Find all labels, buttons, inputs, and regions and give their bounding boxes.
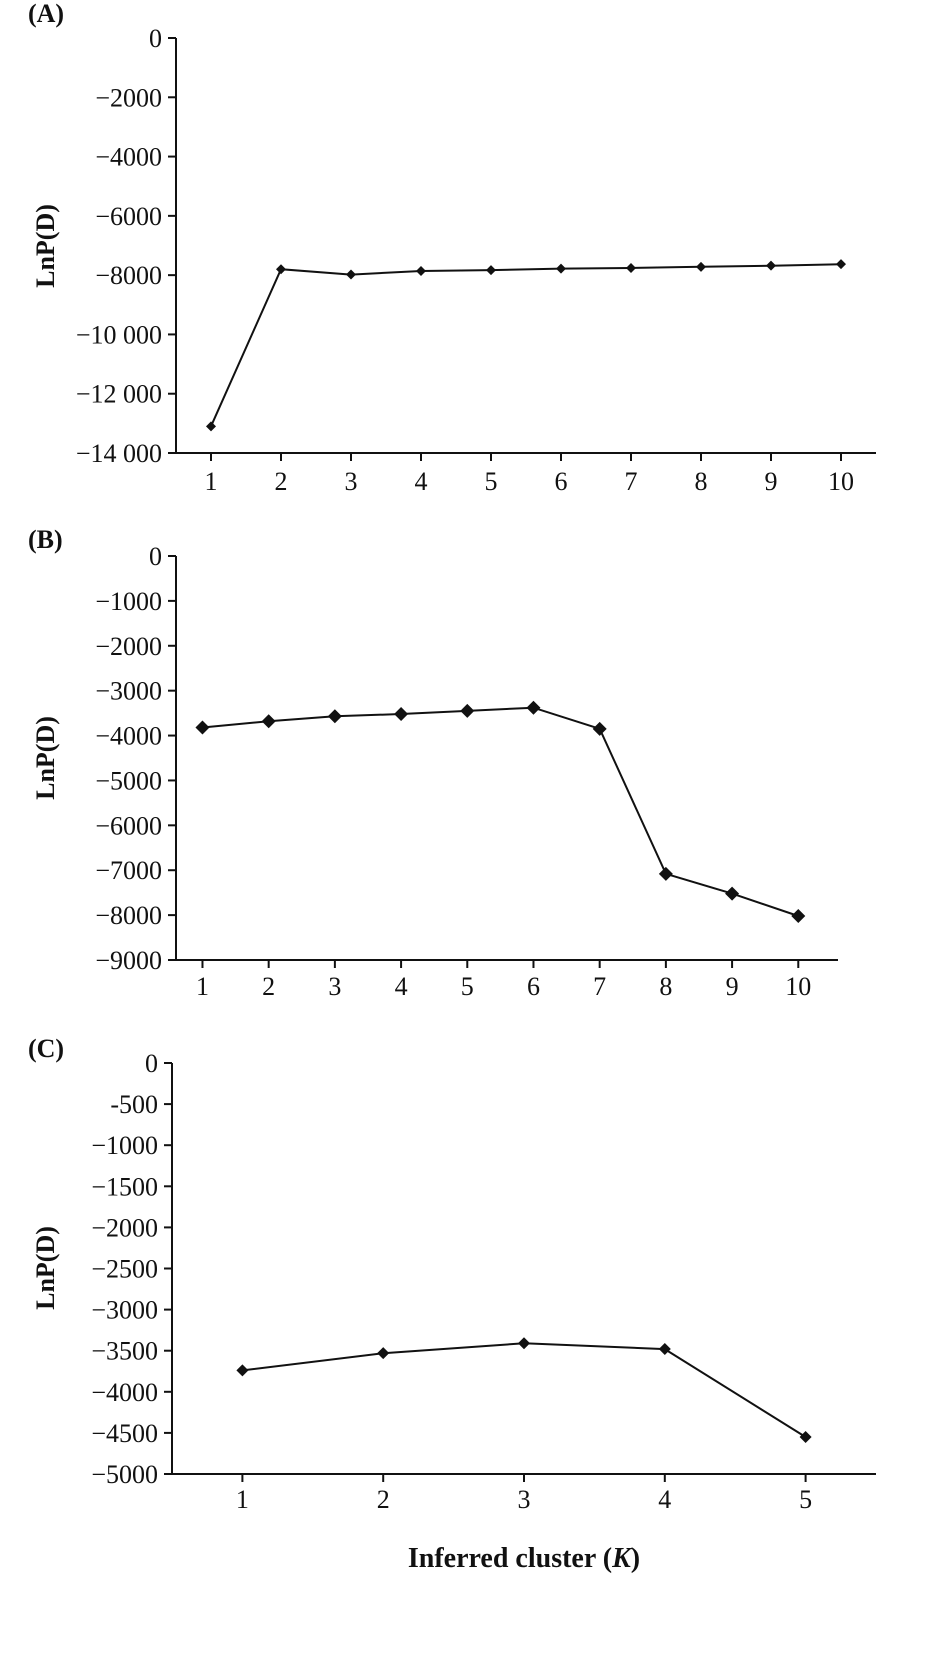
y-tick-label: −3000 [95, 677, 162, 706]
y-tick-label: −5000 [95, 766, 162, 795]
y-tick-label: −2000 [91, 1213, 158, 1242]
y-tick-label: −4000 [95, 143, 162, 172]
data-point [526, 700, 541, 715]
x-axis-title: Inferred cluster (K) [408, 1543, 640, 1574]
x-tick-label: 1 [196, 972, 209, 1001]
x-tick-label: 5 [461, 972, 474, 1001]
series-line [210, 263, 842, 427]
panel-label: (B) [28, 525, 63, 554]
y-tick-label: 0 [149, 542, 162, 571]
data-point [791, 909, 806, 924]
y-axis-title: LnP(D) [31, 204, 60, 288]
y-tick-label: −2000 [95, 83, 162, 112]
y-tick-label: −8000 [95, 261, 162, 290]
x-tick-label: 3 [518, 1485, 531, 1514]
x-tick-label: 2 [262, 972, 275, 1001]
data-point [416, 265, 426, 276]
y-tick-label: −3500 [91, 1337, 158, 1366]
x-tick-label: 5 [485, 467, 498, 496]
x-tick-label: 4 [415, 467, 428, 496]
x-tick-label: 2 [377, 1485, 390, 1514]
x-tick-label: 4 [395, 972, 408, 1001]
x-tick-label: 8 [659, 972, 672, 1001]
x-tick-label: 8 [695, 467, 708, 496]
panel-label: (C) [28, 1034, 64, 1063]
x-tick-label: 1 [236, 1485, 249, 1514]
panel-c: (C) 0 -500 −1000 −1500 −2000 −2500 −3000 −3500 −4… [28, 1034, 876, 1574]
x-tick-label: 6 [527, 972, 540, 1001]
data-point [460, 703, 475, 718]
y-tick-label: −4500 [91, 1419, 158, 1448]
x-tick-label: 2 [275, 467, 288, 496]
data-point [556, 263, 566, 274]
data-point [626, 263, 636, 274]
y-tick-label: −3000 [91, 1296, 158, 1325]
y-tick-label: −1000 [91, 1131, 158, 1160]
y-tick-label: −6000 [95, 202, 162, 231]
series-line [202, 706, 799, 917]
panel-a: (A) 0 −2000 −4000 −6000 −8000 −10 000 −12 000 −1… [28, 0, 876, 496]
y-tick-label: −1000 [95, 587, 162, 616]
data-point [206, 421, 216, 432]
series-line [242, 1342, 807, 1438]
data-point [261, 714, 276, 729]
x-tick-label: 10 [828, 467, 854, 496]
x-tick-label: 4 [658, 1485, 671, 1514]
y-tick-label: −5000 [91, 1460, 158, 1489]
data-point [766, 260, 776, 271]
data-point [276, 264, 286, 275]
x-tick-label: 1 [205, 467, 218, 496]
data-point [394, 707, 409, 722]
data-point [696, 261, 706, 272]
data-point [658, 1343, 671, 1356]
y-tick-label: −10 000 [76, 320, 162, 349]
y-tick-label: -500 [110, 1090, 158, 1119]
y-tick-label: 0 [145, 1049, 158, 1078]
data-point [518, 1337, 530, 1350]
data-point [725, 886, 740, 901]
x-tick-label: 7 [625, 467, 638, 496]
x-tick-label: 5 [799, 1485, 812, 1514]
data-point [486, 265, 496, 276]
x-tick-label: 7 [593, 972, 606, 1001]
data-point [346, 269, 356, 280]
x-tick-label: 9 [726, 972, 739, 1001]
data-point [592, 721, 607, 736]
x-tick-label: 3 [345, 467, 358, 496]
y-axis-title: LnP(D) [31, 716, 60, 800]
data-point [195, 720, 210, 735]
y-tick-label: −2000 [95, 632, 162, 661]
data-point [327, 709, 342, 724]
y-tick-label: −9000 [95, 946, 162, 975]
data-point [836, 259, 846, 270]
y-tick-label: −6000 [95, 811, 162, 840]
y-tick-label: −1500 [91, 1172, 158, 1201]
x-tick-label: 3 [328, 972, 341, 1001]
panel-b: (B) 0 −1000 −2000 −3000 −4000 −5000 −6000 −7000 −… [28, 525, 838, 1001]
y-tick-label: −7000 [95, 856, 162, 885]
y-tick-label: −4000 [91, 1378, 158, 1407]
y-tick-label: −12 000 [76, 380, 162, 409]
y-axis-title: LnP(D) [31, 1226, 60, 1310]
y-tick-label: 0 [149, 24, 162, 53]
x-tick-label: 9 [765, 467, 778, 496]
data-point [236, 1364, 249, 1377]
y-tick-label: −14 000 [76, 439, 162, 468]
data-point [377, 1347, 390, 1360]
y-tick-label: −2500 [91, 1255, 158, 1284]
y-tick-label: −8000 [95, 901, 162, 930]
y-tick-label: −4000 [95, 722, 162, 751]
data-point [658, 866, 673, 881]
panel-label: (A) [28, 0, 64, 28]
x-tick-label: 10 [785, 972, 811, 1001]
data-point [799, 1431, 812, 1444]
x-tick-label: 6 [555, 467, 568, 496]
